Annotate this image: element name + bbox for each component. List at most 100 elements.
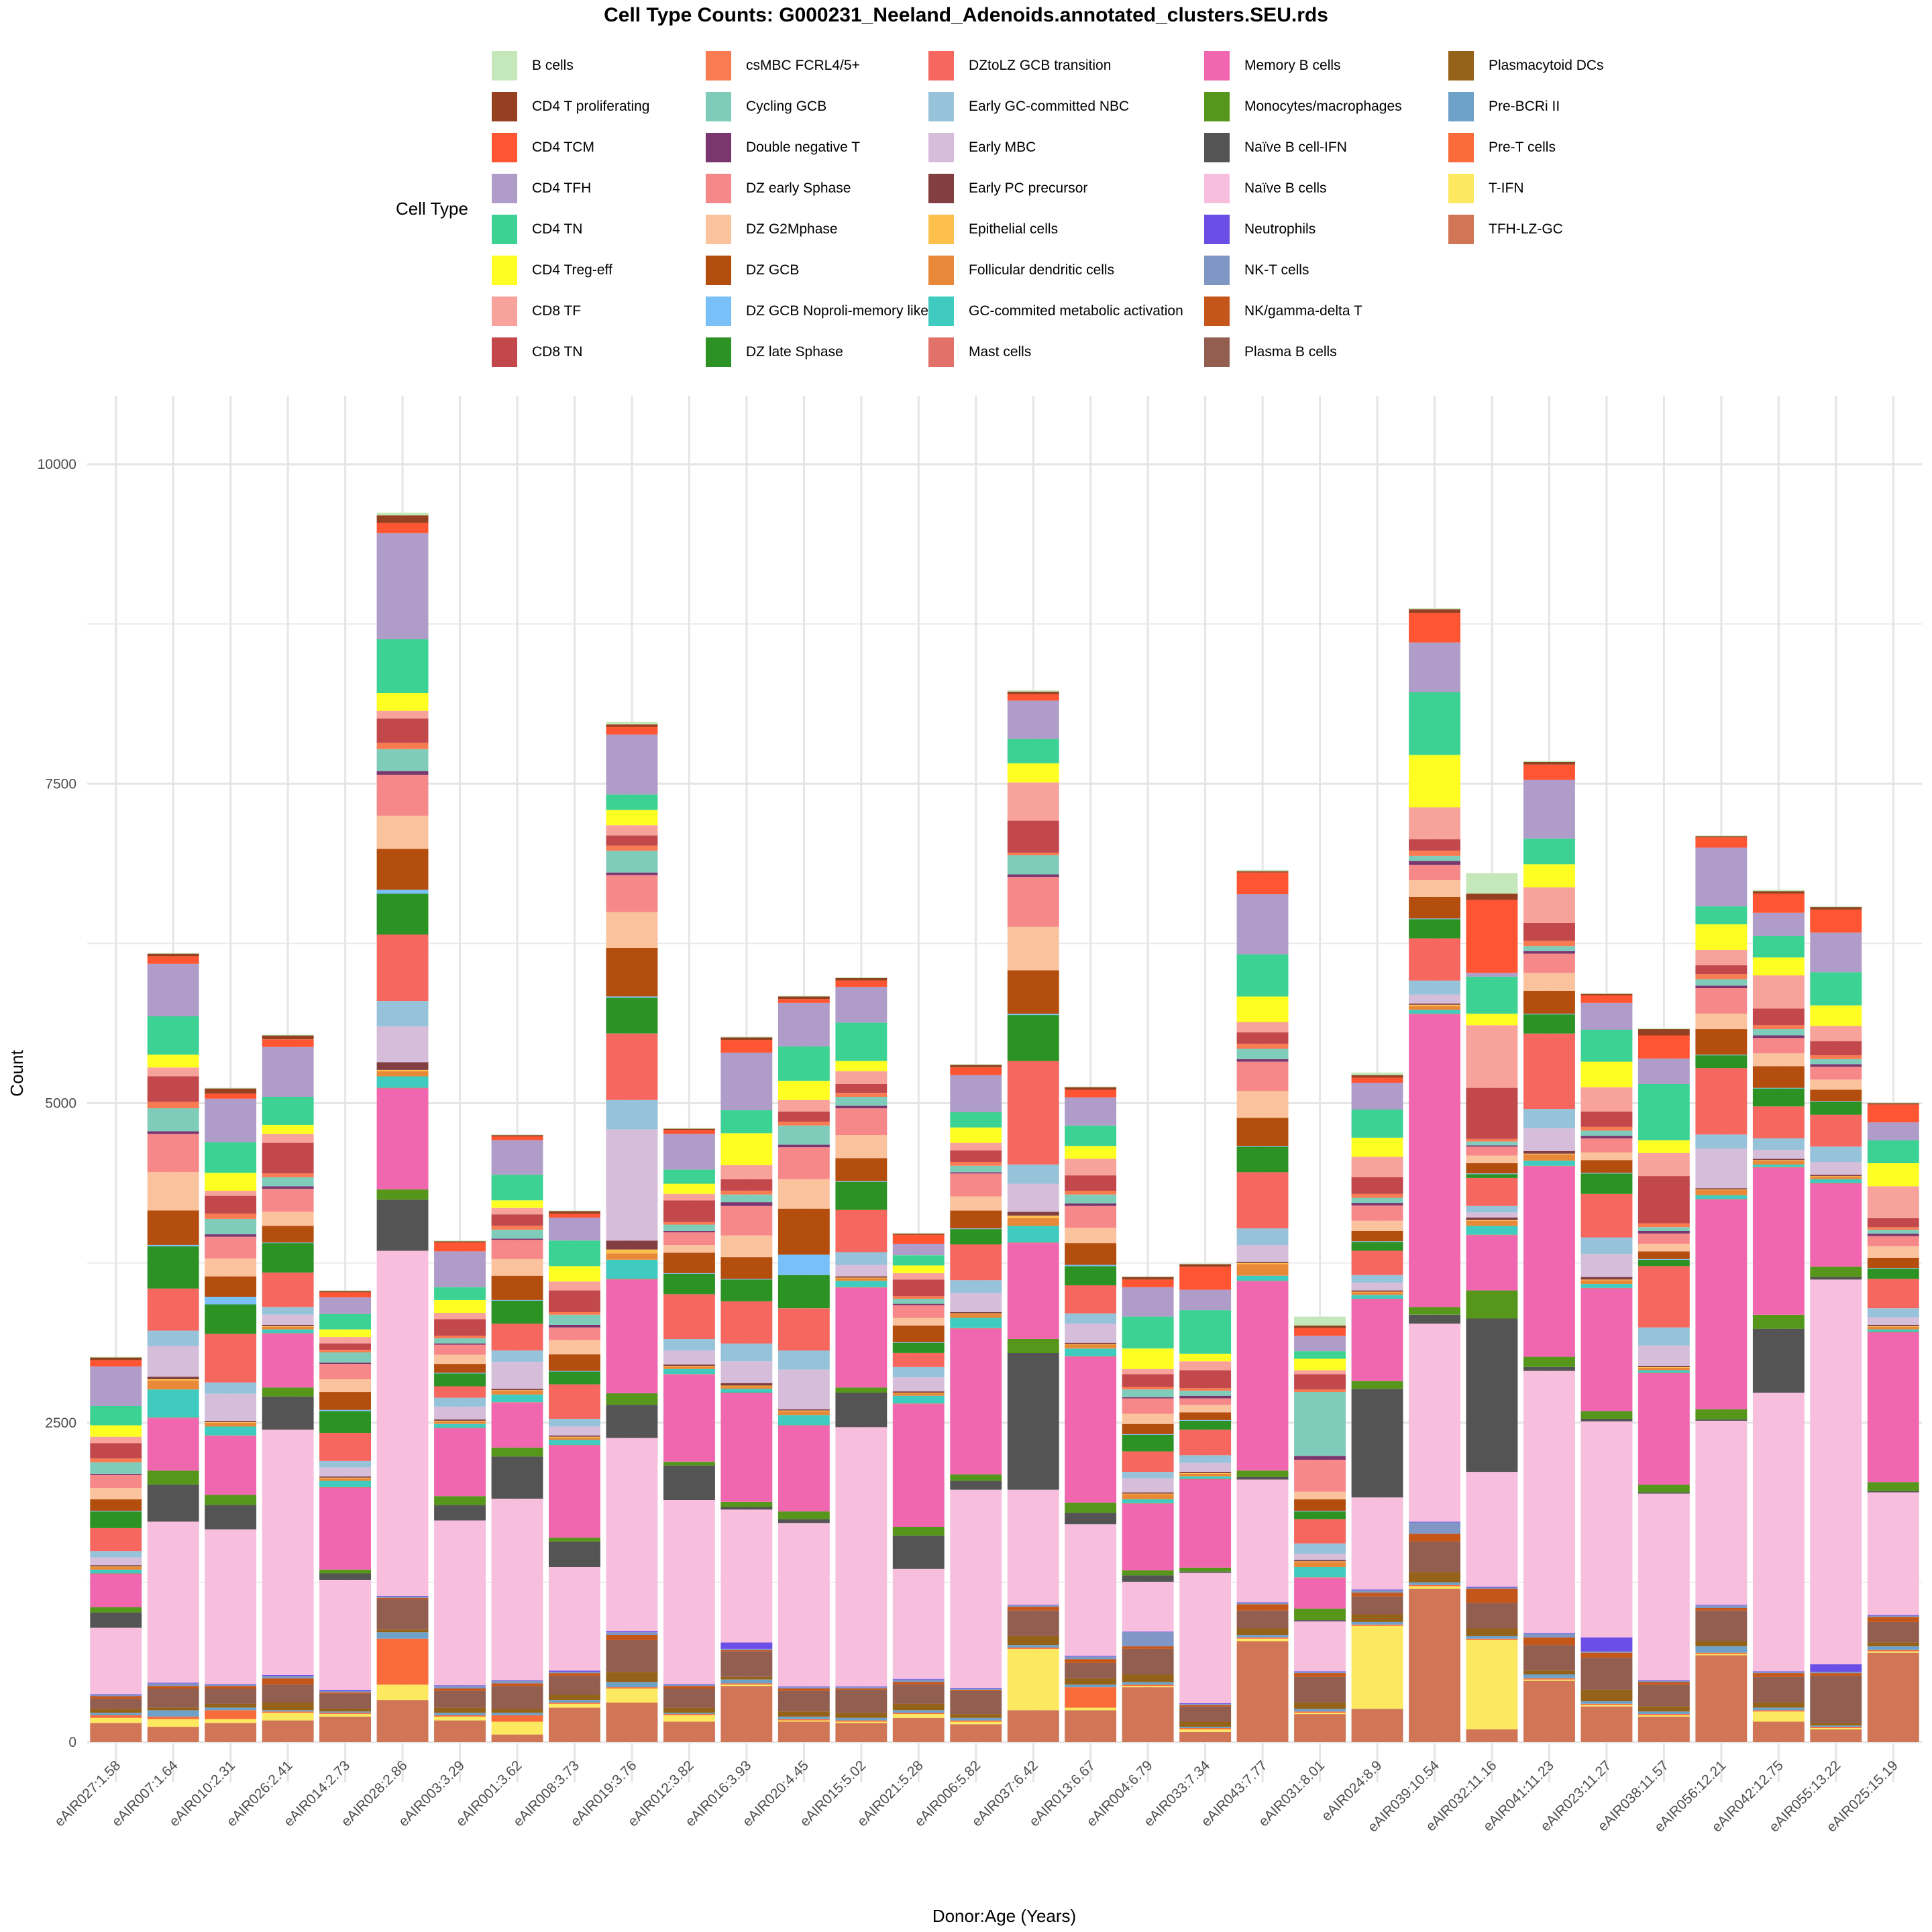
bar-segment (1810, 1728, 1862, 1729)
bar-segment (1409, 807, 1460, 840)
bar-segment (319, 1580, 371, 1690)
bar-segment (376, 1684, 429, 1701)
bar-segment (147, 1379, 199, 1381)
bar-segment (491, 1240, 543, 1259)
bar-segment (1523, 1678, 1575, 1680)
bar-segment (1294, 1561, 1346, 1562)
bar-segment (1065, 1191, 1117, 1195)
bar-segment (1409, 938, 1460, 981)
bar-segment (1179, 1353, 1232, 1362)
bar-segment (835, 1022, 888, 1061)
bar-segment (376, 894, 429, 935)
bar-segment (262, 1177, 314, 1187)
bar-segment (1867, 1102, 1919, 1104)
bar-segment (549, 1436, 600, 1438)
bar-segment (1409, 1534, 1460, 1542)
bar-segment (777, 1721, 830, 1742)
bar-segment (491, 1258, 543, 1276)
bar-segment (1179, 1462, 1232, 1472)
bar-segment (1236, 1118, 1289, 1146)
bar-segment (1752, 1702, 1805, 1708)
bar-stack (1294, 1316, 1346, 1742)
legend-swatch (1204, 51, 1230, 80)
bar-segment (1466, 1163, 1518, 1174)
bar-segment (1695, 906, 1748, 924)
bar-segment (1580, 1254, 1633, 1277)
bar-segment (262, 1243, 314, 1273)
bar-segment (1523, 1128, 1575, 1151)
legend-swatch (492, 337, 517, 367)
bar-segment (434, 1373, 486, 1387)
bar-segment (434, 1336, 486, 1338)
bar-segment (835, 1721, 888, 1723)
legend-swatch (928, 337, 954, 367)
bar-segment (262, 1684, 314, 1703)
bar-segment (1523, 1674, 1575, 1678)
bar-segment (1122, 1398, 1174, 1414)
bar-segment (1122, 1631, 1174, 1633)
bar-segment (1695, 1605, 1748, 1608)
bar-segment (1065, 1265, 1117, 1267)
bar-segment (1695, 1419, 1748, 1421)
bar-segment (1466, 1205, 1518, 1213)
bar-segment (1122, 1648, 1174, 1674)
bar-segment (1752, 1314, 1805, 1329)
bar-segment (491, 1447, 543, 1457)
bar-segment (1638, 1176, 1690, 1224)
bar-segment (147, 1686, 199, 1688)
bar-segment (90, 1462, 142, 1474)
bar-segment (1179, 1568, 1232, 1572)
bar-segment (434, 1319, 486, 1336)
bar-segment (1236, 1049, 1289, 1059)
bar-segment (1294, 1328, 1346, 1336)
bar-segment (1065, 1502, 1117, 1513)
bar-segment (549, 1440, 600, 1446)
legend-label: Naïve B cells (1244, 180, 1327, 196)
bar-segment (549, 1435, 600, 1437)
bar-segment (1466, 1587, 1518, 1588)
bar-segment (1065, 1707, 1117, 1711)
bar-segment (606, 1240, 658, 1250)
bar-stack (1236, 869, 1289, 1742)
bar-segment (1752, 1328, 1805, 1393)
bar-segment (376, 710, 429, 719)
bar-segment (434, 1373, 486, 1374)
bar-segment (606, 845, 658, 851)
bar-segment (549, 1214, 600, 1218)
bar-segment (262, 1710, 314, 1712)
bar-segment (491, 1299, 543, 1301)
bar-segment (1065, 1266, 1117, 1285)
bar-segment (262, 1675, 314, 1678)
bar-segment (205, 1276, 257, 1297)
bar-segment (1122, 1682, 1174, 1685)
legend-swatch (1448, 92, 1474, 121)
bar-segment (892, 1273, 945, 1280)
legend-item: CD4 T proliferating (492, 92, 649, 121)
bar-segment (1179, 1728, 1232, 1729)
bar-segment (892, 1326, 945, 1342)
bar-segment (1065, 1324, 1117, 1343)
bar-segment (1007, 694, 1059, 701)
legend-item: Epithelial cells (928, 215, 1058, 244)
bar-segment (434, 1421, 486, 1424)
bar-segment (950, 1210, 1002, 1229)
bar-segment (1351, 1157, 1403, 1177)
legend-label: Pre-T cells (1489, 140, 1556, 155)
bar-segment (1695, 1148, 1748, 1189)
bar-segment (663, 1350, 715, 1365)
bar-segment (1409, 896, 1460, 919)
bar-segment (1810, 1727, 1862, 1728)
bar-segment (1638, 1715, 1690, 1717)
bar-segment (835, 1106, 888, 1109)
bar-segment (262, 1396, 314, 1430)
bar-segment (1065, 1097, 1117, 1126)
bar-segment (1523, 946, 1575, 951)
legend-item: CD4 Treg-eff (492, 256, 612, 285)
bar-segment (1867, 1615, 1919, 1617)
legend-swatch (492, 297, 517, 326)
bar-segment (319, 1478, 371, 1481)
bar-segment (1065, 1205, 1117, 1228)
bar-segment (1351, 1624, 1403, 1626)
bar-segment (1695, 949, 1748, 965)
bar-segment (90, 1474, 142, 1488)
